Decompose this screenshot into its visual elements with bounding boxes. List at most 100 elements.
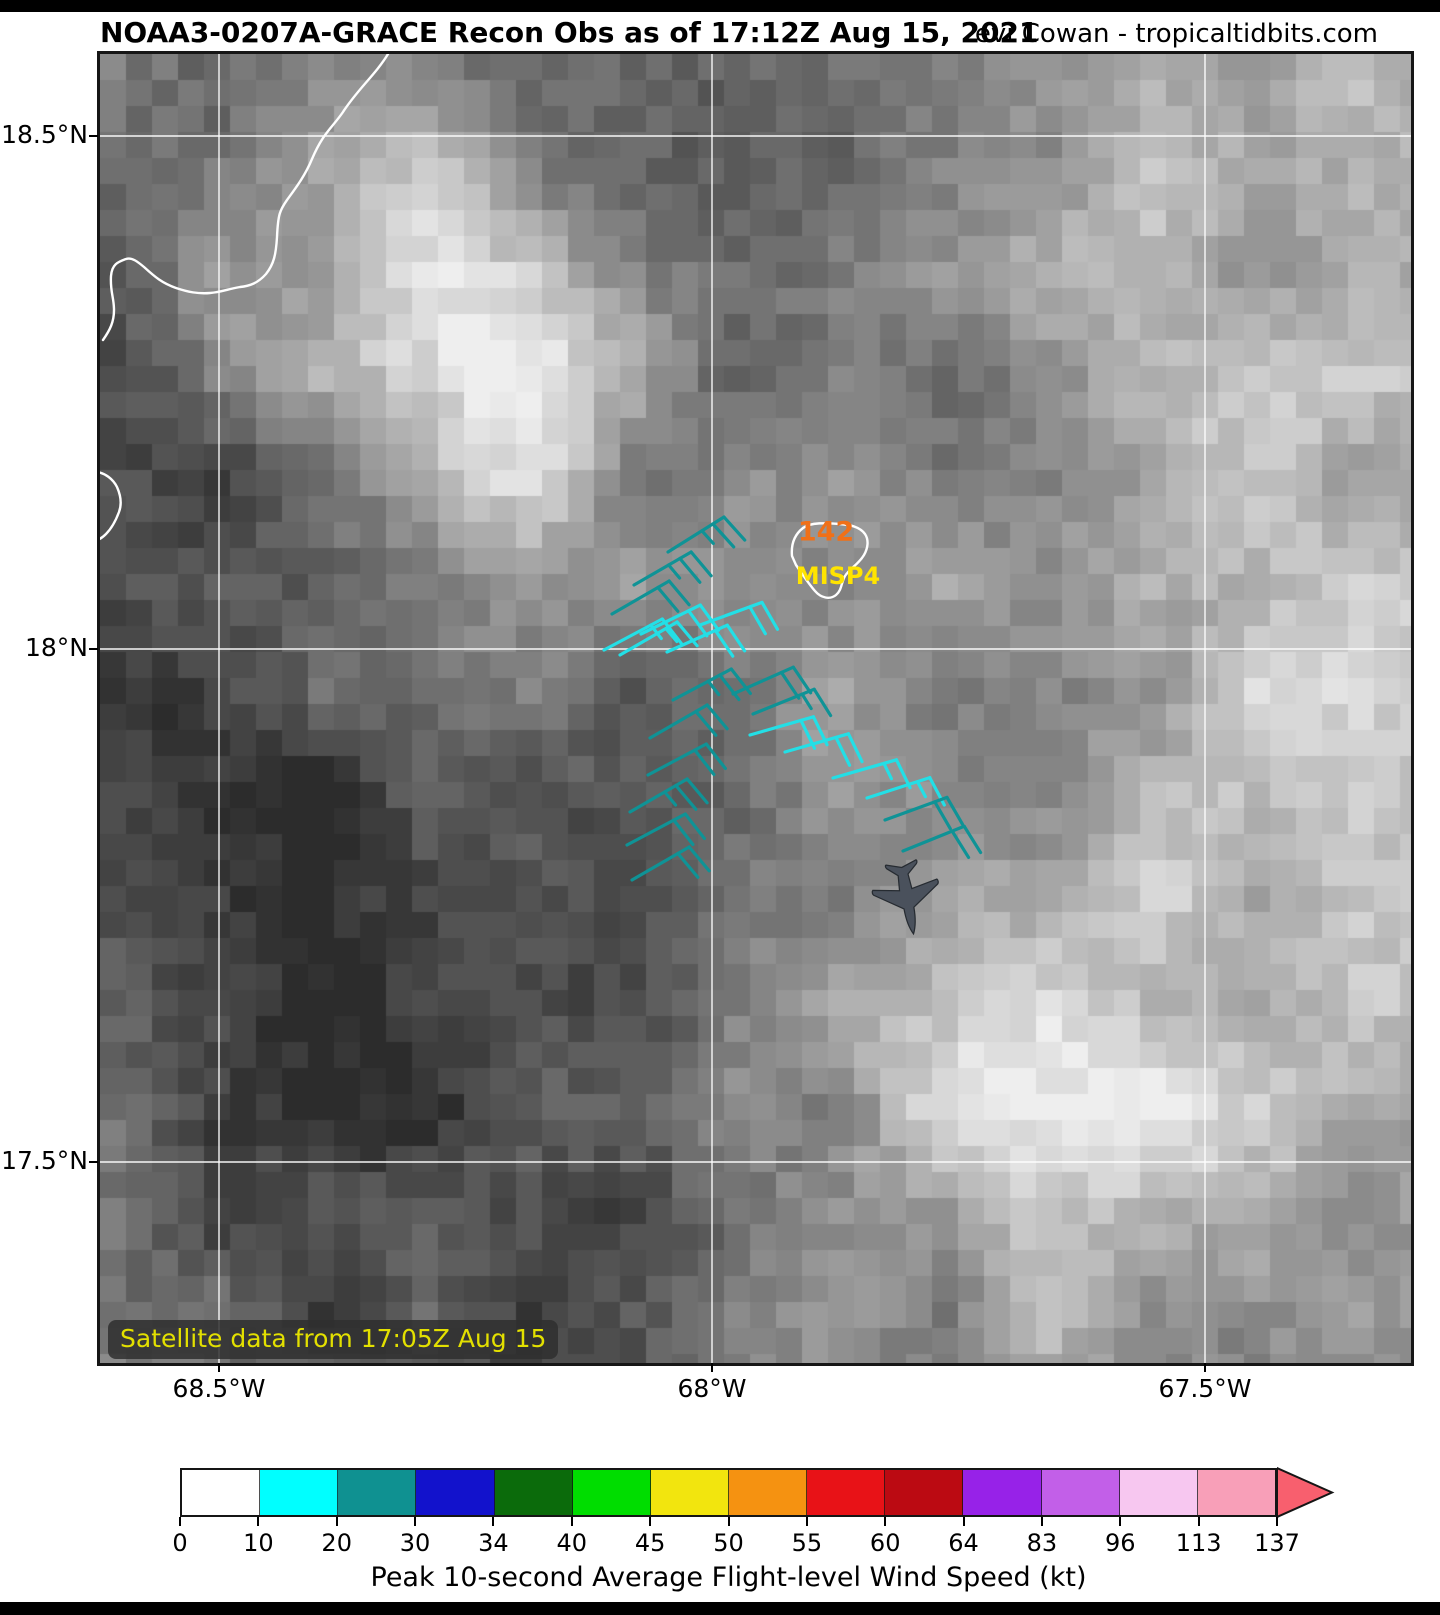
barb-line: [882, 761, 893, 781]
barb-line: [783, 732, 851, 754]
lon-tick-label: 68.5°W: [172, 1374, 266, 1403]
colorbar-segment: [182, 1470, 261, 1515]
barb-line: [748, 715, 816, 737]
barb-line: [687, 609, 709, 638]
colorbar-tick-mark: [179, 1517, 181, 1526]
barb-line: [649, 623, 663, 641]
colorbar-tick-mark: [1197, 1517, 1200, 1526]
lon-tick-label: 68°W: [677, 1374, 747, 1403]
barb-line: [950, 829, 971, 860]
colorbar-tick-mark: [884, 1517, 887, 1526]
wind-barb: [628, 777, 709, 814]
map-overlay: [100, 54, 1411, 1363]
lat-tick-mark: [89, 1161, 98, 1163]
wind-barb: [639, 603, 721, 638]
barb-line: [687, 845, 711, 873]
barb-line: [664, 626, 679, 644]
barb-line: [700, 529, 715, 546]
barb-line: [731, 665, 795, 696]
barb-line: [711, 522, 736, 549]
mona-island-outline: [790, 522, 869, 599]
barb-line: [846, 732, 864, 764]
colorbar-segment: [1119, 1470, 1198, 1515]
colorbar: [180, 1468, 1277, 1517]
barb-line: [831, 758, 899, 780]
colorbar-segment: [885, 1470, 964, 1515]
plot-title: NOAA3-0207A-GRACE Recon Obs as of 17:12Z…: [100, 16, 1039, 49]
barb-line: [610, 579, 671, 616]
colorbar-segment: [728, 1470, 808, 1515]
wind-barb: [665, 623, 747, 658]
barb-line: [646, 742, 708, 777]
barb-line: [894, 758, 912, 790]
colorbar-tick-label: 55: [791, 1529, 823, 1557]
colorbar-tick-mark: [649, 1517, 652, 1526]
barb-line: [722, 515, 747, 542]
barb-line: [698, 603, 721, 632]
colorbar-tick-mark: [1040, 1517, 1043, 1526]
colorbar-tick-label: 45: [634, 1529, 666, 1557]
barb-line: [751, 687, 816, 716]
wind-barb: [698, 600, 780, 636]
wind-barb: [783, 732, 864, 767]
barb-line: [705, 703, 729, 731]
barb-line: [812, 687, 833, 718]
barb-line: [834, 735, 852, 767]
colorbar-tick-label: 64: [948, 1529, 979, 1557]
colorbar-tick-mark: [1119, 1517, 1122, 1526]
colorbar-segment: [260, 1470, 339, 1515]
coastline-islet: [100, 471, 122, 540]
wind-barb: [666, 515, 747, 554]
lat-tick-label: 18°N: [24, 633, 88, 662]
barb-line: [678, 556, 702, 584]
colorbar-tick-label: 30: [399, 1529, 431, 1557]
barb-line: [630, 845, 691, 882]
colorbar-tick-mark: [962, 1517, 965, 1526]
colorbar-tick-label: 0: [172, 1529, 188, 1557]
colorbar-tick-label: 50: [713, 1529, 744, 1557]
barb-line: [618, 620, 679, 657]
barb-line: [962, 824, 983, 855]
lat-tick-label: 18.5°N: [1, 120, 88, 149]
barb-line: [602, 617, 664, 652]
barb-line: [656, 585, 680, 613]
extend-arrow-shape: [1277, 1466, 1335, 1519]
wind-barb: [671, 667, 752, 702]
wind-barb: [901, 824, 983, 860]
barb-line: [648, 703, 709, 740]
colorbar-tick-mark: [727, 1517, 730, 1526]
wind-barb: [751, 687, 833, 718]
barb-line: [706, 679, 721, 697]
colorbar-segment: [807, 1470, 886, 1515]
barb-line: [675, 620, 699, 648]
barb-line: [685, 777, 709, 805]
aircraft-icon: [871, 859, 939, 936]
barb-line: [672, 818, 695, 847]
barb-line: [945, 795, 965, 826]
colorbar-tick-label: 40: [556, 1529, 588, 1557]
wind-barb: [646, 742, 727, 777]
barb-line: [667, 563, 682, 580]
bottom-border: [0, 1602, 1440, 1615]
barb-line: [933, 800, 952, 831]
wind-barb: [648, 703, 729, 740]
station-name: MISP4: [795, 562, 881, 590]
barb-line: [704, 742, 727, 771]
barb-line: [683, 812, 706, 841]
barb-line: [698, 600, 764, 627]
barb-line: [718, 673, 741, 702]
barb-line: [625, 812, 687, 847]
barb-line: [791, 665, 813, 695]
wind-barb: [632, 550, 713, 587]
colorbar-tick-mark: [492, 1517, 495, 1526]
wind-barb: [731, 665, 813, 700]
barb-line: [779, 670, 801, 700]
barb-line: [665, 623, 729, 654]
credit-text: evi Cowan - tropicaltidbits.com: [974, 19, 1378, 49]
colorbar-tick-mark: [805, 1517, 808, 1526]
barb-line: [915, 780, 927, 799]
colorbar-segment: [963, 1470, 1042, 1515]
barb-line: [667, 579, 691, 607]
satellite-note: Satellite data from 17:05Z Aug 15: [108, 1320, 559, 1359]
colorbar-segment: [572, 1470, 651, 1515]
